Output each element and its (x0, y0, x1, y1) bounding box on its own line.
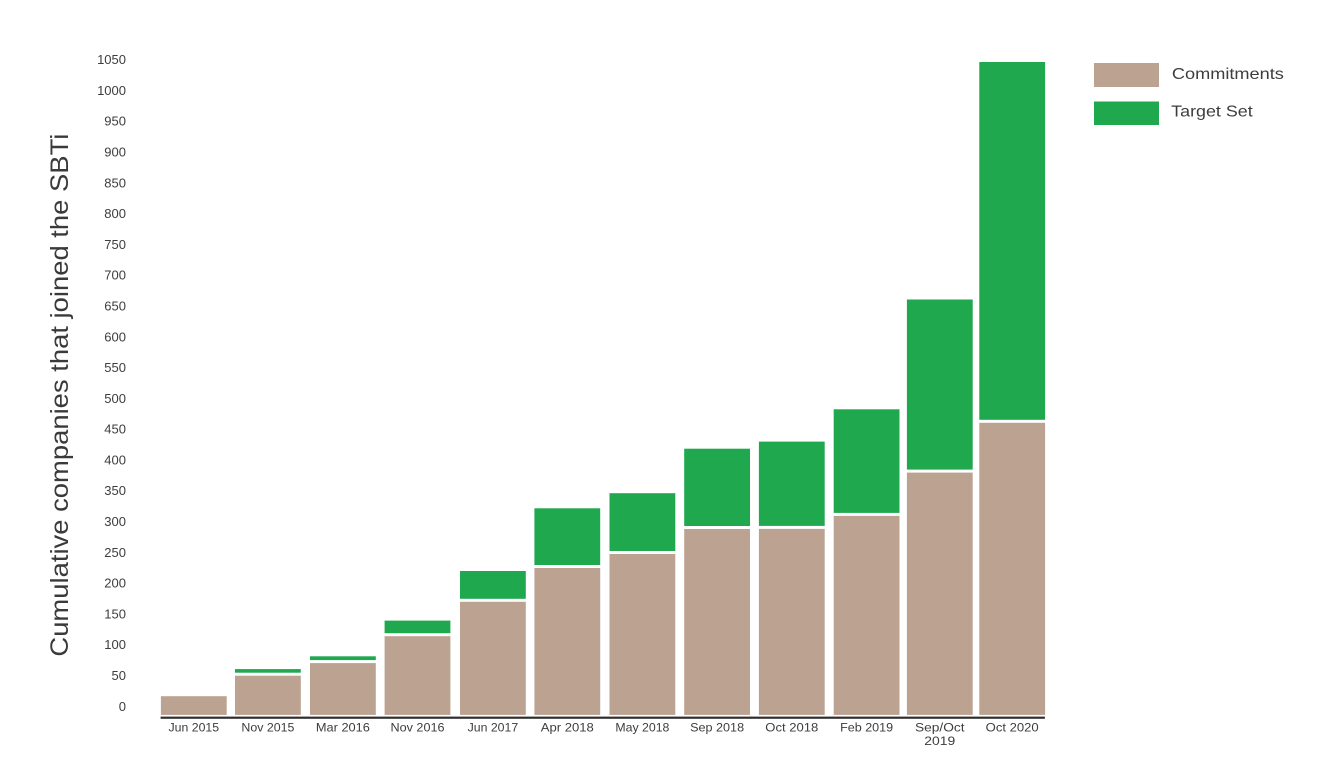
svg-text:Jun 2015: Jun 2015 (169, 721, 220, 735)
svg-text:800: 800 (104, 206, 126, 221)
svg-text:550: 550 (104, 360, 126, 375)
svg-text:Feb 2019: Feb 2019 (840, 721, 893, 735)
svg-text:750: 750 (104, 237, 126, 252)
svg-text:1050: 1050 (97, 52, 126, 67)
svg-text:Cumulative companies that join: Cumulative companies that joined the SBT… (46, 134, 74, 657)
svg-text:400: 400 (104, 452, 126, 467)
svg-text:Nov 2016: Nov 2016 (391, 721, 445, 735)
svg-text:Oct 2018: Oct 2018 (765, 721, 818, 735)
svg-text:Apr 2018: Apr 2018 (541, 721, 594, 735)
svg-text:350: 350 (104, 483, 126, 498)
svg-text:150: 150 (104, 606, 126, 621)
svg-text:Mar 2016: Mar 2016 (316, 721, 370, 735)
svg-text:May 2018: May 2018 (615, 721, 669, 735)
svg-text:Oct 2020: Oct 2020 (986, 721, 1039, 735)
svg-text:450: 450 (104, 422, 126, 437)
svg-text:Nov 2015: Nov 2015 (241, 721, 294, 735)
svg-text:950: 950 (104, 114, 126, 129)
svg-text:250: 250 (104, 545, 126, 560)
svg-text:900: 900 (104, 145, 126, 160)
svg-text:700: 700 (104, 268, 126, 283)
svg-text:600: 600 (104, 329, 126, 344)
svg-text:Jun 2017: Jun 2017 (468, 721, 519, 735)
svg-text:650: 650 (104, 299, 126, 314)
svg-text:500: 500 (104, 391, 126, 406)
svg-text:Commitments: Commitments (1172, 66, 1284, 83)
svg-text:1000: 1000 (97, 83, 126, 98)
svg-text:0: 0 (119, 699, 126, 714)
svg-text:200: 200 (104, 576, 126, 591)
svg-text:Sep 2018: Sep 2018 (690, 721, 744, 735)
svg-text:100: 100 (104, 637, 126, 652)
svg-text:850: 850 (104, 175, 126, 190)
svg-text:Sep/Oct: Sep/Oct (915, 721, 965, 735)
svg-text:50: 50 (112, 668, 126, 683)
svg-text:Target Set: Target Set (1171, 103, 1253, 120)
svg-text:300: 300 (104, 514, 126, 529)
svg-text:2019: 2019 (924, 734, 955, 748)
